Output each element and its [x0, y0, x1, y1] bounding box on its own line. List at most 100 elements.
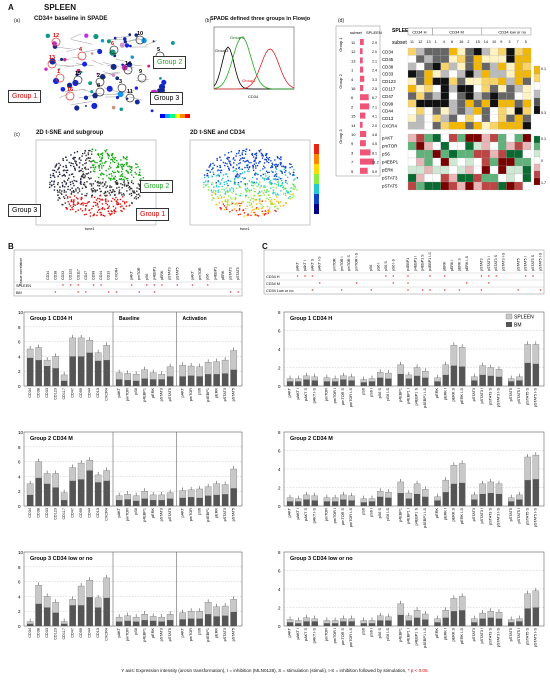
heat-cell	[432, 173, 441, 183]
tsne2-point	[260, 194, 262, 197]
tsne2-point	[236, 164, 238, 166]
bar-bm	[303, 621, 310, 626]
heat-cell	[407, 141, 417, 151]
tsne1-point	[91, 189, 93, 192]
bar-bm	[340, 379, 347, 386]
heat-cell	[465, 114, 474, 123]
bar-xlabel: CD38	[36, 388, 40, 398]
tsne2-point	[290, 190, 292, 192]
heat-subcol: 4	[443, 40, 445, 44]
heat-cell	[424, 92, 433, 100]
tsne1-point	[80, 159, 82, 161]
tsne2-point	[279, 164, 282, 166]
bar-xlabel: CD13	[96, 508, 100, 518]
tsne1-point	[76, 150, 79, 153]
spleen-val: 3.3	[372, 78, 377, 82]
bar-bm	[434, 381, 441, 386]
tsne2-colorbar-cell	[314, 154, 319, 164]
chart-title: Group 1 CD34 H	[30, 316, 72, 322]
tsne2-point	[226, 191, 229, 193]
tsne2-point	[272, 191, 274, 193]
tsne1-point	[131, 169, 133, 172]
tsne1-point	[77, 192, 79, 194]
heat-cell	[448, 62, 458, 71]
tsne1-point	[123, 180, 125, 182]
bar-bm	[471, 499, 478, 506]
bar-xlabel: pS6	[361, 388, 365, 395]
bar-xlabel: pSTAT5	[168, 508, 172, 521]
tsne1-point	[90, 185, 93, 187]
tsne1-point	[52, 169, 54, 172]
tsne1-point	[104, 149, 106, 152]
tsne1-point	[70, 199, 73, 201]
bar-xlabel: pSTAT5	[231, 628, 235, 641]
heat-cell	[522, 107, 532, 115]
tsne2-colorbar-cell	[314, 204, 319, 214]
tsne2-point	[261, 157, 264, 159]
heat-scale-bot-cell	[533, 149, 541, 158]
table-col-label: pSTAT5	[175, 267, 179, 280]
tsne1-point	[116, 182, 118, 184]
tsne2-point	[222, 174, 225, 176]
spade-node	[134, 33, 138, 37]
tsne1-point	[119, 178, 121, 181]
bar-bm	[360, 502, 367, 506]
bar-xlabel: pmTOR I	[333, 508, 337, 523]
figure-caption: Y axis: Expression intensity (arcsin tra…	[0, 668, 550, 673]
tsne2-point	[211, 182, 213, 184]
subset-id: 11	[351, 40, 356, 45]
bar-xlabel: pSTAT3	[472, 508, 476, 521]
bar-xlabel: pAKT S	[304, 508, 308, 521]
chart-ytick: 4	[278, 467, 281, 472]
spade-node-ring	[125, 93, 135, 103]
bar-bm	[78, 479, 85, 506]
heat-cell	[489, 70, 499, 78]
tsne1-point	[129, 166, 131, 168]
tsne1-point	[87, 201, 89, 203]
heat-cell	[407, 121, 417, 130]
bar-bm	[471, 622, 478, 626]
tsne2-point	[275, 170, 277, 173]
bar-xlabel: pAKT S	[304, 628, 308, 641]
tsne1-point	[93, 213, 95, 216]
tsne2-point	[293, 168, 295, 171]
bar-xlabel: pmTOR	[125, 388, 129, 401]
heat-cell	[514, 133, 523, 143]
spade-node	[128, 44, 132, 48]
table-col-label: pSTAT3 S	[494, 254, 498, 271]
bar-bm	[295, 501, 302, 506]
tsne1-point	[106, 194, 108, 197]
tsne2-point	[289, 166, 291, 169]
tsne2-point	[266, 205, 269, 208]
tsne2-point	[215, 175, 218, 177]
table-sig-mark: *	[161, 284, 163, 290]
tsne2-point	[278, 202, 280, 205]
tsne2-point	[215, 182, 217, 184]
bar-bm	[397, 373, 404, 386]
tsne1-point	[56, 183, 59, 186]
tsne1-point	[110, 154, 113, 157]
bar-bm	[103, 597, 110, 626]
tsne1-point	[124, 202, 126, 205]
tsne2-point	[250, 204, 253, 206]
tsne1-point	[62, 185, 64, 188]
tsne1-point	[120, 178, 123, 180]
heat-subcol: 16	[459, 40, 463, 44]
spleen-bar	[360, 94, 369, 101]
tsne1-point	[136, 190, 138, 192]
table-col-label: pSTAT5 I	[524, 256, 528, 271]
tsne-title-cd34: 2D t-SNE and CD34	[190, 130, 246, 136]
tsne2-point	[263, 189, 265, 192]
tsne2-point	[239, 205, 242, 207]
heat-group-label: Group 2	[338, 73, 343, 88]
chart-ytick: 10	[18, 430, 24, 435]
bar-xlabel: CD117	[62, 388, 66, 400]
heat-cell	[473, 165, 482, 175]
heat-cell	[432, 84, 441, 93]
tsne1-point	[135, 198, 138, 200]
tsne1-point	[53, 180, 55, 182]
tsne2-point	[246, 159, 249, 162]
tsne1-point	[72, 205, 75, 207]
tsne1-point	[133, 197, 136, 199]
group3-callout-a: Group 3	[150, 92, 184, 105]
